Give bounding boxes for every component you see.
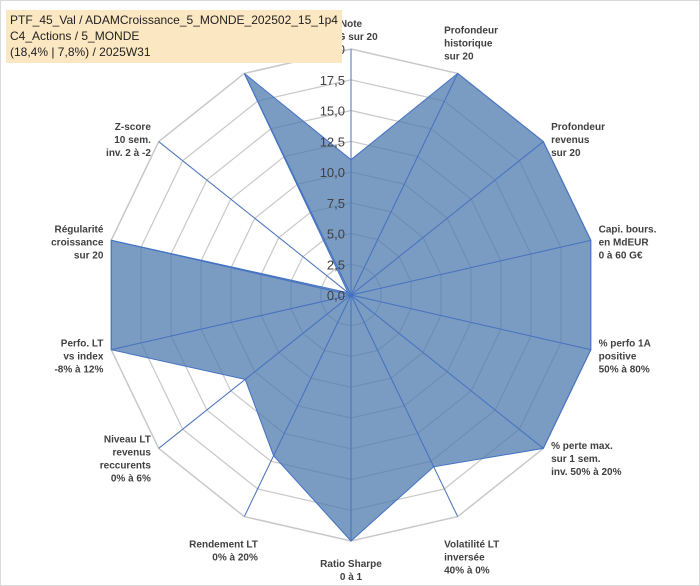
axis-label-8: Rendement LT 0% à 20% (189, 540, 258, 564)
axis-label-4-line-1: positive (599, 352, 637, 363)
series-spoke-10 (111, 294, 352, 351)
axis-label-2-line-0: Profondeur (551, 122, 605, 133)
series-spoke-12 (158, 141, 352, 296)
title-line-1: PTF_45_Val / ADAMCroissance_5_MONDE_2025… (10, 13, 338, 27)
axis-label-6-line-2: 40% à 0% (444, 566, 490, 577)
title-line-3: (18,4% | 7,8%) / 2025W31 (10, 45, 151, 59)
axis-label-11-line-2: sur 20 (74, 251, 104, 262)
axis-label-9: Niveau LT revenus reccurents 0% à 6% (100, 435, 152, 485)
series-spoke-4 (350, 294, 591, 351)
axis-label-7-line-1: 0 à 1 (340, 572, 363, 583)
axis-label-9-line-3: 0% à 6% (111, 474, 151, 485)
tick-label-3: 7,5 (327, 196, 345, 211)
series-spoke-6 (350, 294, 459, 517)
axis-label-4-line-2: 50% à 80% (599, 365, 650, 376)
axis-label-1-line-0: Profondeur (444, 25, 498, 36)
tick-label-5: 12,5 (320, 134, 345, 149)
series-spoke-5 (350, 294, 544, 449)
series-spoke-2 (350, 141, 544, 296)
axis-label-2-line-2: sur 20 (551, 148, 581, 159)
axis-label-12-line-2: inv. 2 à -2 (106, 148, 151, 159)
axis-label-10-line-0: Perfo. LT (61, 339, 104, 350)
axis-label-11-line-1: croissance (51, 238, 104, 249)
tick-label-4: 10,0 (320, 165, 345, 180)
axis-label-11: Régularité croissance sur 20 (51, 225, 104, 262)
series-outline (110, 72, 592, 542)
axis-label-5-line-1: sur 1 sem. (551, 454, 601, 465)
axis-label-0: Note ESG sur 20 (324, 19, 378, 43)
axis-label-1-line-1: historique (444, 38, 493, 49)
chart-title-box: PTF_45_Val / ADAMCroissance_5_MONDE_2025… (6, 10, 342, 63)
axis-label-12: Z-score 10 sem. inv. 2 à -2 (106, 122, 151, 159)
axis-label-9-line-2: reccurents (100, 461, 152, 472)
series-spoke-1 (350, 73, 459, 296)
axis-label-3-line-0: Capi. bours. (599, 225, 657, 236)
axis-label-0-line-0: Note (340, 19, 363, 30)
axis-label-9-line-0: Niveau LT (104, 435, 151, 446)
tick-label-2: 5,0 (327, 227, 345, 242)
tick-label-0: 0,0 (327, 288, 345, 303)
axis-label-1: Profondeur historique sur 20 (444, 25, 498, 62)
axis-label-5: % perte max. sur 1 sem. inv. 50% à 20% (551, 441, 622, 478)
axis-label-8-line-1: 0% à 20% (212, 553, 258, 564)
axis-label-11-line-0: Régularité (54, 225, 103, 236)
tick-label-6: 15,0 (320, 104, 345, 119)
axis-label-3: Capi. bours. en MdEUR 0 à 60 G€ (599, 225, 657, 262)
axis-label-12-line-0: Z-score (115, 122, 152, 133)
axis-label-9-line-1: revenus (113, 448, 152, 459)
axis-label-2-line-1: revenus (551, 135, 590, 146)
axis-label-0-line-1: ESG sur 20 (324, 32, 378, 43)
axis-label-1-line-2: sur 20 (444, 51, 474, 62)
axis-label-2: Profondeur revenus sur 20 (551, 122, 605, 159)
axis-label-7: Ratio Sharpe 0 à 1 (320, 559, 382, 583)
series-spoke-3 (350, 239, 591, 296)
axis-label-10: Perfo. LT vs index -8% à 12% (54, 339, 103, 376)
axis-label-8-line-0: Rendement LT (189, 540, 258, 551)
tick-label-1: 2,5 (327, 257, 345, 272)
series-spoke-8 (243, 294, 352, 517)
axis-label-6-line-1: inversée (444, 553, 485, 564)
axis-label-6-line-0: Volatilité LT (444, 540, 499, 551)
series-spoke-9 (158, 294, 352, 449)
title-line-2: C4_Actions / 5_MONDE (10, 29, 140, 43)
axis-label-3-line-1: en MdEUR (599, 238, 650, 249)
axis-label-4-line-0: % perfo 1A (599, 339, 651, 350)
tick-label-7: 17,5 (320, 73, 345, 88)
axis-label-6: Volatilité LT inversée 40% à 0% (444, 540, 499, 577)
axis-label-12-line-1: 10 sem. (114, 135, 151, 146)
axis-label-5-line-2: inv. 50% à 20% (551, 467, 622, 478)
axis-label-3-line-2: 0 à 60 G€ (599, 251, 643, 262)
axis-label-7-line-0: Ratio Sharpe (320, 559, 382, 570)
axis-label-10-line-1: vs index (63, 352, 103, 363)
axis-label-10-line-2: -8% à 12% (54, 365, 103, 376)
axis-label-4: % perfo 1A positive 50% à 80% (599, 339, 651, 376)
axis-label-5-line-0: % perte max. (551, 441, 613, 452)
